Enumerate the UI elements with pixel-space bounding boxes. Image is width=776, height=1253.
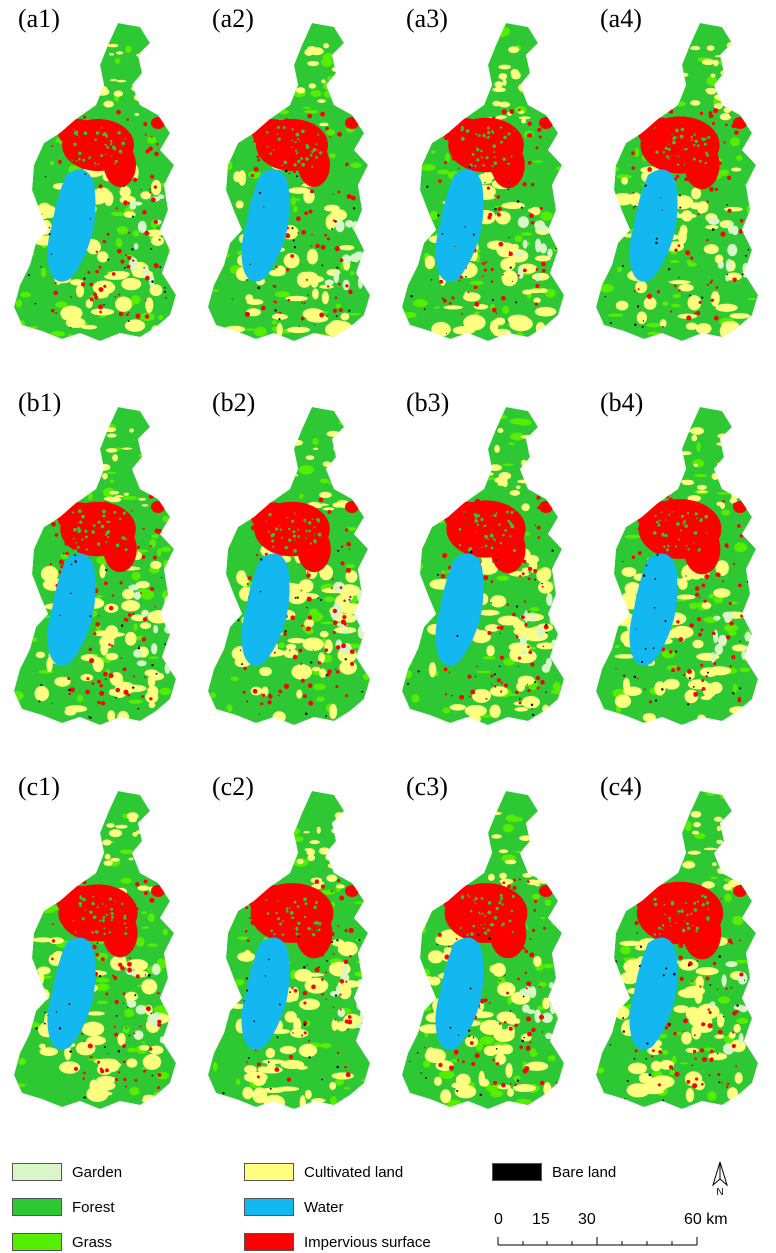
legend-swatch-bare-land xyxy=(492,1163,542,1181)
scale-tick-30: 30 xyxy=(578,1211,596,1228)
legend-swatch-water xyxy=(244,1198,294,1216)
scale-tick-15: 15 xyxy=(532,1211,550,1228)
legend-item-garden: Garden xyxy=(12,1161,122,1183)
legend-label-bare-land: Bare land xyxy=(552,1163,617,1181)
map-panel-a3: (a3) xyxy=(388,0,582,360)
legend-item-bare-land: Bare land xyxy=(492,1161,616,1183)
legend-swatch-cultivated-land xyxy=(244,1163,294,1181)
map-panel-b2: (b2) xyxy=(194,384,388,744)
legend-item-forest: Forest xyxy=(12,1196,115,1218)
legend-label-impervious-surface: Impervious surface xyxy=(304,1233,431,1251)
land-use-map xyxy=(208,791,370,1109)
map-panel-b4: (b4) xyxy=(582,384,776,744)
panel-label: (a1) xyxy=(18,4,60,33)
legend-item-grass: Grass xyxy=(12,1231,112,1253)
legend-label-grass: Grass xyxy=(72,1233,113,1251)
legend-swatch-grass xyxy=(12,1233,62,1251)
legend-label-forest: Forest xyxy=(72,1198,115,1216)
scale-bar-ticks xyxy=(497,1237,698,1246)
map-panel-a4: (a4) xyxy=(582,0,776,360)
land-use-map xyxy=(208,407,370,725)
legend-item-cultivated-land: Cultivated land xyxy=(244,1161,403,1183)
map-panel-a1: (a1) xyxy=(0,0,194,360)
map-panel-a2: (a2) xyxy=(194,0,388,360)
panel-label: (c3) xyxy=(406,772,448,801)
map-panel-c2: (c2) xyxy=(194,768,388,1128)
panel-label: (b4) xyxy=(600,388,644,417)
legend-label-water: Water xyxy=(304,1198,344,1216)
land-use-map xyxy=(596,791,758,1109)
panel-label: (a2) xyxy=(212,4,254,33)
map-panel-c4: (c4) xyxy=(582,768,776,1128)
legend-item-water: Water xyxy=(244,1196,343,1218)
map-panel-b3: (b3) xyxy=(388,384,582,744)
land-use-map xyxy=(402,407,564,725)
scale-tick-60-km: 60 km xyxy=(684,1211,728,1228)
legend-label-cultivated-land: Cultivated land xyxy=(304,1163,404,1181)
legend-item-impervious-surface: Impervious surface xyxy=(244,1231,431,1253)
legend-swatch-garden xyxy=(12,1163,62,1181)
map-panel-b1: (b1) xyxy=(0,384,194,744)
panel-label: (a4) xyxy=(600,4,642,33)
map-panel-c1: (c1) xyxy=(0,768,194,1128)
panel-label: (b1) xyxy=(18,388,62,417)
land-use-map xyxy=(14,791,176,1109)
land-use-map xyxy=(402,791,564,1109)
panel-label: (a3) xyxy=(406,4,448,33)
north-arrow-letter: N xyxy=(716,1187,723,1197)
land-use-map xyxy=(14,407,176,725)
panel-label: (c2) xyxy=(212,772,254,801)
land-use-map xyxy=(208,23,370,341)
panel-label: (c1) xyxy=(18,772,60,801)
panel-label: (c4) xyxy=(600,772,642,801)
panel-label: (b2) xyxy=(212,388,256,417)
map-panel-c3: (c3) xyxy=(388,768,582,1128)
legend-swatch-impervious-surface xyxy=(244,1233,294,1251)
legend-swatch-forest xyxy=(12,1198,62,1216)
scale-bar: 0 15 30 60 km xyxy=(488,1211,748,1251)
legend-label-garden: Garden xyxy=(72,1163,123,1181)
land-use-map xyxy=(596,23,758,341)
scale-tick-0: 0 xyxy=(494,1211,503,1228)
land-use-map xyxy=(14,23,176,341)
land-use-map xyxy=(402,23,564,341)
north-arrow-icon: N xyxy=(708,1161,732,1198)
legend: Garden Forest Grass Cultivated land Wate… xyxy=(0,1155,776,1253)
panel-label: (b3) xyxy=(406,388,450,417)
land-use-map xyxy=(596,407,758,725)
